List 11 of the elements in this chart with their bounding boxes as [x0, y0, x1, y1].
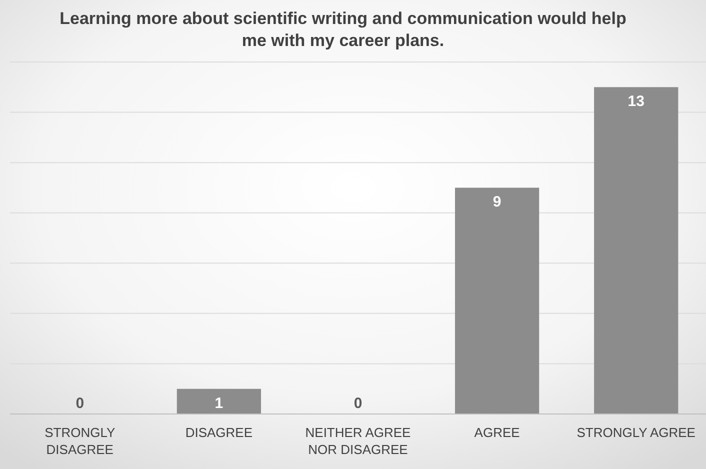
x-tick-label: STRONGLY DISAGREE — [44, 425, 116, 457]
data-label: 0 — [76, 395, 84, 412]
x-tick-label: NEITHER AGREE NOR DISAGREE — [305, 425, 412, 457]
x-tick-label: STRONGLY AGREE — [576, 425, 696, 440]
data-label: 0 — [354, 395, 362, 412]
data-label: 9 — [492, 194, 502, 211]
data-label: 1 — [214, 394, 224, 412]
data-label: 13 — [628, 93, 644, 110]
x-tick-label: AGREE — [474, 425, 520, 440]
chart-title: Learning more about scientific writing and communication would help me with my career plans. — [60, 9, 626, 50]
x-tick-label: DISAGREE — [185, 425, 253, 440]
